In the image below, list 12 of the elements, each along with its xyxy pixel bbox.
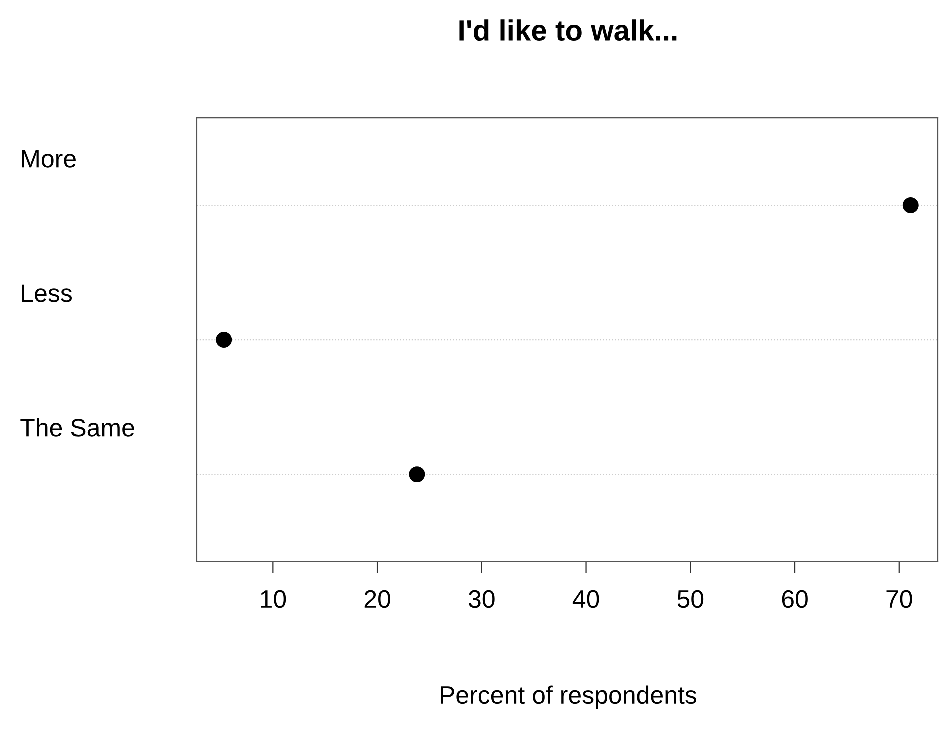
chart-title: I'd like to walk... <box>460 20 677 42</box>
x-tick-label: 70 <box>886 590 912 608</box>
y-tick-label: The Same <box>20 418 134 437</box>
x-axis-title: Percent of respondents <box>441 686 697 710</box>
x-tick-label: 60 <box>782 590 808 608</box>
y-tick-label: Less <box>22 284 72 302</box>
x-tick-label: 30 <box>468 590 495 608</box>
x-tick-label: 20 <box>364 590 390 608</box>
x-tick-label: 50 <box>678 590 704 608</box>
x-tick-label: 10 <box>261 590 286 608</box>
x-tick-label: 40 <box>572 590 600 608</box>
y-tick-label: More <box>22 150 76 168</box>
